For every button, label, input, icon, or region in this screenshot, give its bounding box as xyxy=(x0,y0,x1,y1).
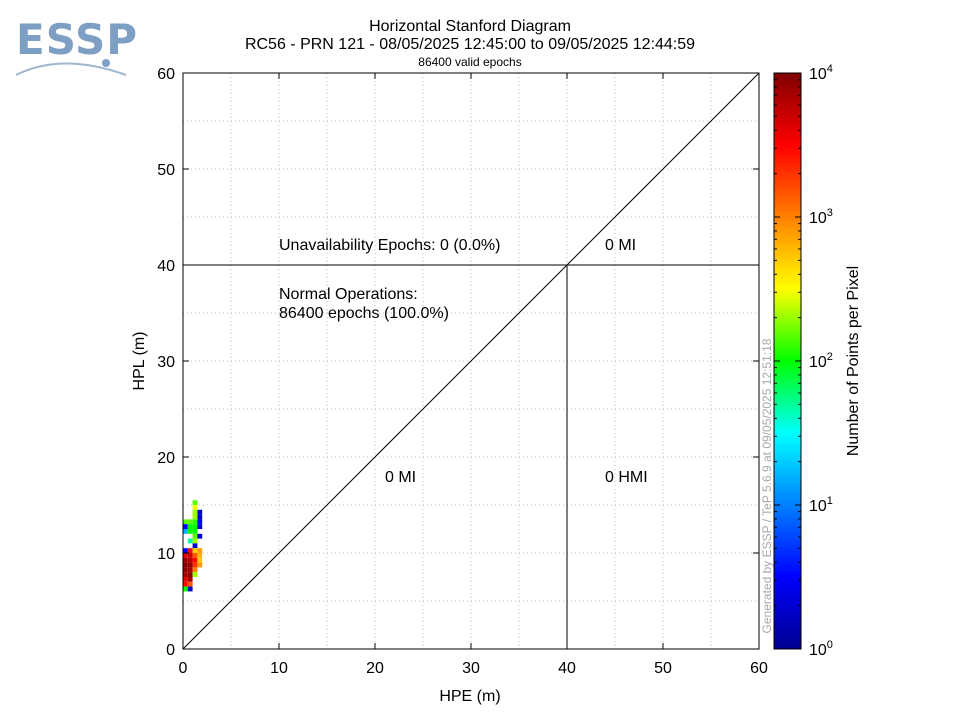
heatmap-cell xyxy=(187,524,193,529)
y-tick-label: 10 xyxy=(157,546,175,563)
essp-logo: ESSP xyxy=(15,15,138,76)
heatmap-cell xyxy=(183,557,188,563)
normal-ops-annotation-line2: 86400 epochs (100.0%) xyxy=(279,305,449,322)
y-axis-ticks: 0 10 20 30 40 50 60 xyxy=(157,66,759,659)
reference-lines xyxy=(182,72,760,650)
y-tick-label: 60 xyxy=(157,66,175,83)
heatmap-cell xyxy=(187,562,193,568)
heatmap-cell xyxy=(192,519,198,525)
heatmap-cell xyxy=(197,514,203,520)
y-tick-label: 0 xyxy=(166,642,175,659)
heatmap-cell xyxy=(192,509,198,515)
heatmap-cell xyxy=(183,519,188,525)
y-tick-label: 40 xyxy=(157,258,175,275)
heatmap-cell xyxy=(192,500,198,505)
heatmap-cell xyxy=(187,577,193,582)
x-axis-ticks: 0 10 20 30 40 50 60 xyxy=(179,73,768,677)
colorbar-tick-label: 102 xyxy=(809,351,833,371)
generated-by-watermark: Generated by ESSP / TeP 5.6.9 at 09/05/2… xyxy=(760,338,774,633)
x-tick-label: 30 xyxy=(462,660,480,677)
colorbar-tick-label: 104 xyxy=(809,63,833,83)
x-tick-label: 50 xyxy=(654,660,672,677)
heatmap-cell xyxy=(192,562,198,568)
heatmap-cell xyxy=(197,524,203,529)
unavailability-annotation: Unavailability Epochs: 0 (0.0%) xyxy=(279,237,500,254)
heatmap-cell xyxy=(183,586,188,592)
heatmap-cell xyxy=(183,581,188,587)
grid-lines xyxy=(183,73,759,649)
heatmap-cell xyxy=(183,553,188,558)
heatmap-cell xyxy=(187,586,193,592)
heatmap-cell xyxy=(192,572,198,577)
heatmap-cell xyxy=(187,529,193,534)
diagonal-line xyxy=(182,72,760,650)
heatmap-cell xyxy=(192,543,198,549)
y-tick-label: 20 xyxy=(157,450,175,467)
x-tick-label: 40 xyxy=(558,660,576,677)
heatmap-cell xyxy=(183,529,188,534)
y-tick-label: 30 xyxy=(157,354,175,371)
y-axis-label: HPL (m) xyxy=(131,332,148,391)
normal-ops-annotation-line1: Normal Operations: xyxy=(279,286,418,303)
heatmap-cell xyxy=(197,557,203,563)
heatmap-cell xyxy=(183,548,188,553)
heatmap-cell xyxy=(187,557,193,563)
x-tick-label: 20 xyxy=(366,660,384,677)
logo-text: ESSP xyxy=(16,15,138,64)
mi-diagonal-annotation: 0 MI xyxy=(385,469,416,486)
colorbar-tick-label: 101 xyxy=(809,495,833,515)
heatmap-cell xyxy=(192,524,198,529)
heatmap-cell xyxy=(192,514,198,520)
logo-satellite-icon xyxy=(102,59,110,67)
heatmap-cell xyxy=(187,581,193,587)
heatmap-cell xyxy=(192,557,198,563)
heatmap-cell xyxy=(183,562,188,568)
chart-subtitle: RC56 - PRN 121 - 08/05/2025 12:45:00 to … xyxy=(245,36,695,53)
heatmap-cell xyxy=(197,533,203,539)
heatmap-cell xyxy=(187,538,193,544)
colorbar-tick-label: 103 xyxy=(809,207,833,227)
heatmap-cell xyxy=(192,553,198,558)
colorbar-ticks: 100 101 102 103 104 xyxy=(774,63,833,659)
heatmap-cell xyxy=(183,572,188,577)
mi-top-annotation: 0 MI xyxy=(605,237,636,254)
hmi-annotation: 0 HMI xyxy=(605,469,648,486)
colorbar-tick-label: 100 xyxy=(809,639,833,659)
heatmap-cell xyxy=(187,553,193,558)
heatmap-cell xyxy=(197,519,203,525)
heatmap-cell xyxy=(192,533,198,539)
heatmap-cell xyxy=(192,548,198,553)
x-axis-label: HPE (m) xyxy=(439,688,500,705)
plot-area: 0 10 20 30 40 50 60 0 10 20 30 40 50 60 xyxy=(157,66,768,677)
colorbar: 100 101 102 103 104 xyxy=(773,63,833,659)
heatmap-cell xyxy=(192,538,198,544)
heatmap-cell xyxy=(192,567,198,573)
heatmap-cell xyxy=(183,567,188,573)
heatmap-cell xyxy=(197,548,203,553)
heatmap-cell xyxy=(197,553,203,558)
chart-title: Horizontal Stanford Diagram xyxy=(369,18,571,35)
x-tick-label: 60 xyxy=(750,660,768,677)
x-tick-label: 10 xyxy=(270,660,288,677)
heatmap-cell xyxy=(187,572,193,577)
heatmap-cell xyxy=(197,562,203,568)
heatmap-cell xyxy=(197,509,203,515)
heatmap-cell xyxy=(192,505,198,510)
heatmap-cell xyxy=(192,529,198,534)
heatmap-cells xyxy=(183,500,203,592)
x-tick-label: 0 xyxy=(179,660,188,677)
heatmap-cell xyxy=(187,519,193,525)
heatmap-cell xyxy=(183,524,188,529)
logo-orbit-icon xyxy=(15,62,127,76)
heatmap-cell xyxy=(187,567,193,573)
y-tick-label: 50 xyxy=(157,162,175,179)
heatmap-cell xyxy=(183,577,188,582)
heatmap-cell xyxy=(187,548,193,553)
colorbar-label: Number of Points per Pixel xyxy=(845,266,862,456)
valid-epochs-label: 86400 valid epochs xyxy=(418,55,521,69)
